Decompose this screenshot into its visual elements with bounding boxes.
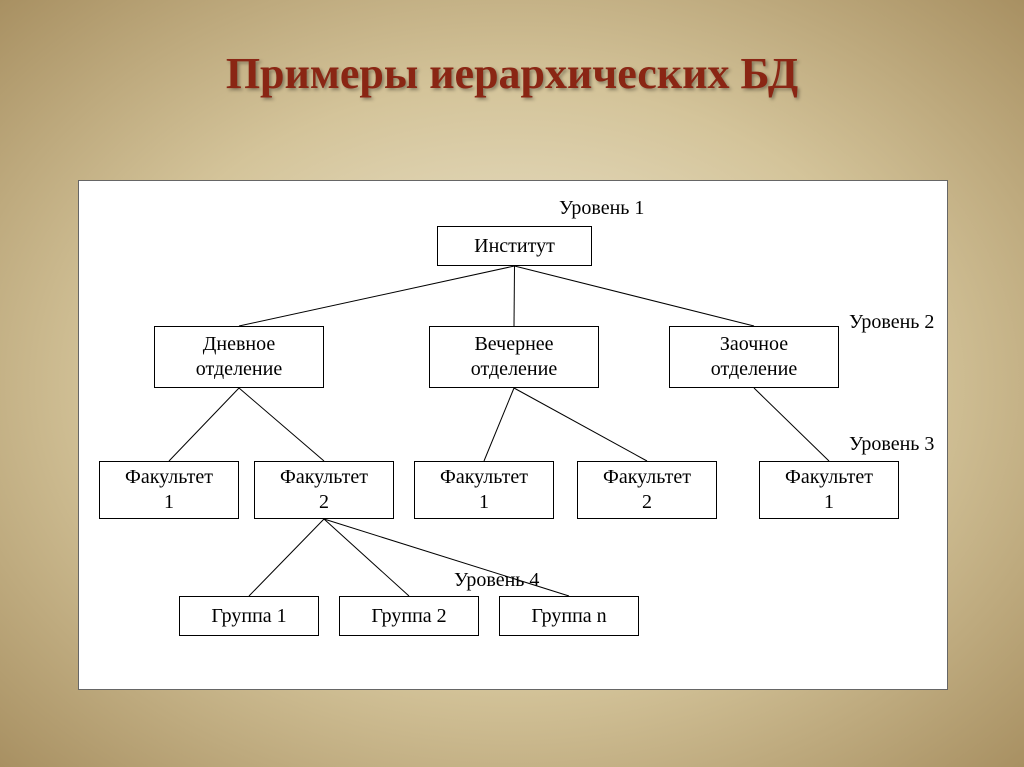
tree-node-fac3: Факультет1 bbox=[414, 461, 554, 519]
tree-node-grpn: Группа n bbox=[499, 596, 639, 636]
hierarchy-diagram: Институт Дневноеотделение Вечернееотделени… bbox=[78, 180, 948, 690]
tree-node-fac1: Факультет1 bbox=[99, 461, 239, 519]
tree-node-grp2: Группа 2 bbox=[339, 596, 479, 636]
tree-node-root: Институт bbox=[437, 226, 592, 266]
level-label-4: Уровень 4 bbox=[454, 569, 539, 592]
level-label-3: Уровень 3 bbox=[849, 433, 934, 456]
level-label-2: Уровень 2 bbox=[849, 311, 934, 334]
tree-node-fac2: Факультет2 bbox=[254, 461, 394, 519]
tree-node-grp1: Группа 1 bbox=[179, 596, 319, 636]
tree-node-dept_z: Заочноеотделение bbox=[669, 326, 839, 388]
level-label-1: Уровень 1 bbox=[559, 197, 644, 220]
slide-root: Примеры иерархических БД Институт Дневное… bbox=[0, 0, 1024, 767]
tree-node-fac4: Факультет2 bbox=[577, 461, 717, 519]
tree-node-dept_d: Дневноеотделение bbox=[154, 326, 324, 388]
tree-node-fac5: Факультет1 bbox=[759, 461, 899, 519]
slide-title: Примеры иерархических БД bbox=[0, 48, 1024, 99]
tree-node-dept_v: Вечернееотделение bbox=[429, 326, 599, 388]
